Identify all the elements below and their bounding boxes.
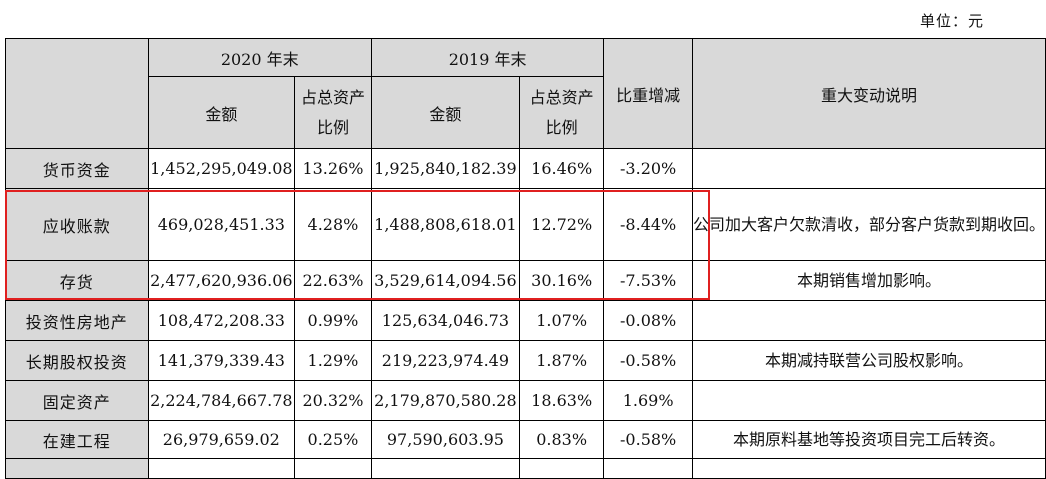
pct-2020: 22.63%: [294, 260, 372, 301]
pct-2019: 0.83%: [518, 420, 605, 459]
header-amount-2020: 金额: [147, 76, 296, 149]
change-value: 1.69%: [603, 380, 693, 421]
header-2020: 2020 年末: [147, 38, 372, 77]
table-row: 固定资产 2,224,784,667.78 20.32% 2,179,870,5…: [5, 380, 1046, 421]
amount-2019: 219,223,974.49: [370, 340, 520, 381]
cell-cut: [518, 458, 605, 479]
header-item-blank: [5, 38, 149, 149]
change-value: -0.58%: [603, 340, 693, 381]
unit-label: 单位：元: [919, 12, 984, 30]
pct-2020: 0.99%: [294, 300, 372, 341]
pct-2019: 1.87%: [518, 340, 605, 381]
table-row: 应收账款 469,028,451.33 4.28% 1,488,808,618.…: [5, 188, 1046, 261]
table-row: 长期股权投资 141,379,339.43 1.29% 219,223,974.…: [5, 340, 1046, 381]
pct-2019: 16.46%: [518, 148, 605, 189]
header-share-line2: 比例: [316, 117, 349, 137]
pct-2020: 13.26%: [294, 148, 372, 189]
balance-change-table: 2020 年末 2019 年末 比重增减 重大变动说明 金额 占总资产 比例 金…: [5, 38, 1046, 479]
amount-2019: 1,488,808,618.01: [370, 188, 520, 261]
row-label: 存货: [5, 260, 149, 301]
row-label: 投资性房地产: [5, 300, 149, 341]
header-share-line2: 比例: [545, 117, 578, 137]
cell-cut: [147, 458, 296, 479]
cell-cut: [294, 458, 372, 479]
pct-2020: 20.32%: [294, 380, 372, 421]
table-row: 存货 2,477,620,936.06 22.63% 3,529,614,094…: [5, 260, 1046, 301]
table-row: 投资性房地产 108,472,208.33 0.99% 125,634,046.…: [5, 300, 1046, 341]
pct-2019: 12.72%: [518, 188, 605, 261]
header-share-2020: 占总资产 比例: [294, 76, 372, 149]
amount-2020: 469,028,451.33: [147, 188, 296, 261]
row-label: 货币资金: [5, 148, 149, 189]
header-2019: 2019 年末: [370, 38, 605, 77]
header-change: 比重增减: [603, 38, 693, 149]
row-label-cut: [5, 458, 149, 479]
change-value: -3.20%: [603, 148, 693, 189]
row-label: 应收账款: [5, 188, 149, 261]
amount-2020: 2,477,620,936.06: [147, 260, 296, 301]
pct-2019: 1.07%: [518, 300, 605, 341]
header-share-line1: 占总资产: [529, 87, 594, 107]
amount-2020: 26,979,659.02: [147, 420, 296, 459]
header-note: 重大变动说明: [691, 38, 1046, 149]
table-row: 货币资金 1,452,295,049.08 13.26% 1,925,840,1…: [5, 148, 1046, 189]
amount-2019: 97,590,603.95: [370, 420, 520, 459]
cell-cut: [370, 458, 520, 479]
table-row-partial: [5, 458, 1046, 479]
amount-2020: 141,379,339.43: [147, 340, 296, 381]
cell-cut: [603, 458, 693, 479]
change-value: -7.53%: [603, 260, 693, 301]
pct-2019: 30.16%: [518, 260, 605, 301]
header-amount-2019: 金额: [370, 76, 520, 149]
table-row: 在建工程 26,979,659.02 0.25% 97,590,603.95 0…: [5, 420, 1046, 459]
pct-2020: 0.25%: [294, 420, 372, 459]
cell-cut: [691, 458, 1046, 479]
note-cell: [691, 148, 1046, 189]
header-share-2019: 占总资产 比例: [518, 76, 605, 149]
row-label: 在建工程: [5, 420, 149, 459]
amount-2019: 125,634,046.73: [370, 300, 520, 341]
note-cell: [691, 380, 1046, 421]
row-label: 固定资产: [5, 380, 149, 421]
pct-2020: 1.29%: [294, 340, 372, 381]
note-cell: [691, 300, 1046, 341]
note-cell: 本期减持联营公司股权影响。: [691, 340, 1046, 381]
note-cell: 公司加大客户欠款清收，部分客户货款到期收回。: [691, 188, 1046, 261]
amount-2019: 2,179,870,580.28: [370, 380, 520, 421]
note-cell: 本期原料基地等投资项目完工后转资。: [691, 420, 1046, 459]
change-value: -8.44%: [603, 188, 693, 261]
row-label: 长期股权投资: [5, 340, 149, 381]
note-cell: 本期销售增加影响。: [691, 260, 1046, 301]
change-value: -0.08%: [603, 300, 693, 341]
amount-2020: 2,224,784,667.78: [147, 380, 296, 421]
change-value: -0.58%: [603, 420, 693, 459]
amount-2020: 108,472,208.33: [147, 300, 296, 341]
amount-2019: 3,529,614,094.56: [370, 260, 520, 301]
pct-2019: 18.63%: [518, 380, 605, 421]
header-share-line1: 占总资产: [300, 87, 365, 107]
pct-2020: 4.28%: [294, 188, 372, 261]
amount-2020: 1,452,295,049.08: [147, 148, 296, 189]
amount-2019: 1,925,840,182.39: [370, 148, 520, 189]
